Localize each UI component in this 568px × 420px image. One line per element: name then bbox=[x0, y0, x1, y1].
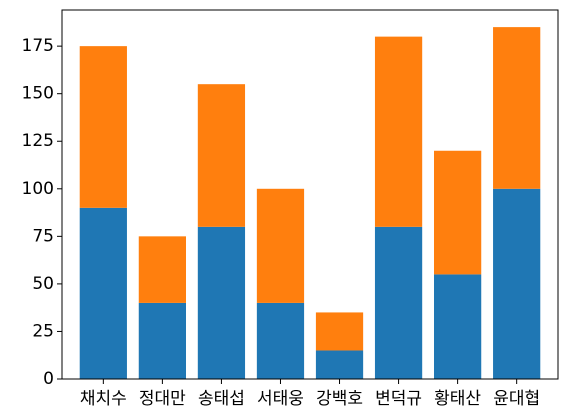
y-tick-label: 0 bbox=[43, 369, 54, 389]
y-axis: 0 25 50 75 100 125 150 175 bbox=[22, 36, 62, 389]
y-tick-label: 25 bbox=[32, 321, 54, 341]
y-tick-label: 125 bbox=[22, 131, 54, 151]
bars-layer bbox=[79, 27, 541, 379]
bar-segment-1-4 bbox=[256, 302, 305, 379]
bar-segment-1-7 bbox=[434, 274, 482, 379]
bar-segment-2-5 bbox=[315, 312, 364, 351]
bar-segment-1-6 bbox=[374, 226, 423, 379]
bar-segment-1-5 bbox=[315, 350, 364, 379]
bar-segment-2-1 bbox=[79, 46, 127, 208]
x-tick-label: 송태섭 bbox=[198, 389, 245, 409]
bar-segment-2-2 bbox=[138, 236, 186, 303]
bar-segment-2-6 bbox=[374, 36, 423, 227]
x-tick-label: 윤대협 bbox=[493, 389, 540, 409]
bar-segment-2-8 bbox=[493, 27, 541, 189]
y-tick-label: 175 bbox=[22, 36, 54, 56]
x-tick-label: 서태웅 bbox=[257, 389, 304, 409]
x-tick-label: 황태산 bbox=[434, 389, 481, 409]
x-tick-label: 채치수 bbox=[80, 389, 127, 409]
plot-frame bbox=[61, 9, 559, 380]
y-tick-label: 150 bbox=[22, 84, 54, 104]
x-tick-label: 정대만 bbox=[139, 389, 186, 409]
y-tick-label: 75 bbox=[32, 226, 54, 246]
bar-segment-2-7 bbox=[434, 150, 482, 275]
bar-segment-2-4 bbox=[256, 188, 305, 303]
y-tick-label: 50 bbox=[32, 274, 54, 294]
y-tick-label: 100 bbox=[22, 179, 54, 199]
bar-segment-1-8 bbox=[493, 188, 541, 379]
bar-segment-1-2 bbox=[138, 302, 186, 379]
bar-segment-1-1 bbox=[79, 207, 127, 379]
x-axis: 채치수 정대만 송태섭 서태웅 강백호 변덕규 황태산 윤대협 bbox=[80, 379, 540, 409]
x-tick-label: 변덕규 bbox=[375, 389, 422, 409]
x-tick-label: 강백호 bbox=[316, 389, 363, 409]
bar-segment-2-3 bbox=[197, 84, 246, 227]
bar-segment-1-3 bbox=[197, 226, 246, 379]
